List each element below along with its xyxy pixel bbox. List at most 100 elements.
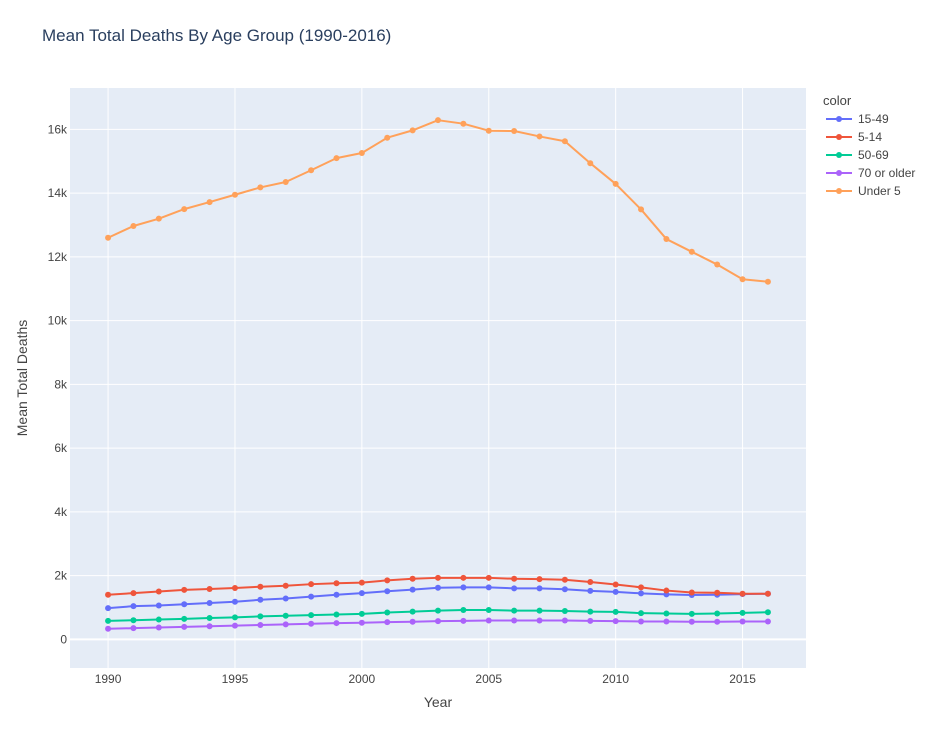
data-point — [384, 609, 391, 616]
data-point — [231, 622, 238, 629]
data-point — [384, 619, 391, 626]
y-tick-label: 8k — [54, 377, 68, 391]
legend-label: 15-49 — [858, 112, 889, 126]
data-point — [155, 616, 162, 623]
legend-item[interactable]: 70 or older — [826, 166, 915, 180]
data-point — [105, 617, 112, 624]
data-point — [714, 589, 721, 596]
data-point — [384, 588, 391, 595]
y-tick-label: 4k — [54, 505, 68, 519]
data-point — [688, 618, 695, 625]
legend-marker — [836, 116, 842, 122]
data-point — [130, 625, 137, 632]
data-point — [206, 585, 213, 592]
legend-item[interactable]: 5-14 — [826, 130, 882, 144]
data-point — [105, 591, 112, 598]
plot-area — [70, 88, 806, 668]
data-point — [384, 134, 391, 141]
data-point — [409, 127, 416, 134]
data-point — [130, 222, 137, 229]
data-point — [612, 581, 619, 588]
data-point — [638, 206, 645, 213]
series-points — [105, 117, 771, 632]
data-point — [511, 128, 518, 135]
legend-item[interactable]: 50-69 — [826, 148, 889, 162]
y-axis-title: Mean Total Deaths — [14, 320, 30, 436]
data-point — [485, 584, 492, 591]
data-point — [231, 614, 238, 621]
data-point — [663, 587, 670, 594]
data-point — [282, 582, 289, 589]
data-point — [612, 608, 619, 615]
data-point — [257, 621, 264, 628]
data-point — [485, 617, 492, 624]
data-point — [308, 620, 315, 627]
data-point — [282, 621, 289, 628]
data-point — [764, 278, 771, 285]
data-point — [181, 601, 188, 608]
legend-label: 70 or older — [858, 166, 915, 180]
data-point — [308, 167, 315, 174]
data-point — [536, 576, 543, 583]
x-tick-label: 2010 — [602, 672, 629, 686]
legend-marker — [836, 152, 842, 158]
legend-item[interactable]: 15-49 — [826, 112, 889, 126]
y-tick-label: 0 — [60, 632, 67, 646]
data-point — [130, 617, 137, 624]
data-point — [155, 215, 162, 222]
data-point — [181, 206, 188, 213]
data-point — [282, 612, 289, 619]
data-point — [435, 117, 441, 124]
data-point — [333, 155, 340, 162]
data-point — [485, 574, 492, 581]
data-point — [561, 586, 568, 593]
x-tick-label: 1990 — [95, 672, 122, 686]
data-point — [308, 612, 315, 619]
data-point — [739, 609, 746, 616]
data-point — [282, 595, 289, 602]
legend-label: 50-69 — [858, 148, 889, 162]
data-point — [155, 624, 162, 631]
x-tick-label: 2000 — [349, 672, 376, 686]
y-axis-ticks: 0 2k 4k 6k 8k 10k 12k 14k 16k — [48, 122, 68, 646]
data-point — [231, 585, 238, 592]
data-point — [257, 184, 264, 191]
data-point — [663, 610, 670, 617]
legend-title: color — [823, 93, 852, 108]
data-point — [257, 583, 264, 590]
data-point — [587, 587, 594, 594]
data-point — [206, 599, 213, 606]
data-point — [612, 588, 619, 595]
data-point — [561, 617, 568, 624]
data-point — [511, 617, 518, 624]
data-point — [333, 591, 340, 598]
data-point — [536, 607, 543, 614]
data-point — [155, 602, 162, 609]
data-point — [435, 584, 441, 591]
data-point — [460, 120, 467, 127]
data-point — [587, 617, 594, 624]
data-point — [358, 579, 365, 586]
data-point — [130, 590, 137, 597]
data-point — [460, 617, 467, 624]
data-point — [384, 577, 391, 584]
data-point — [105, 605, 112, 612]
legend: color 15-49 5-14 50-69 70 or older Under 5 — [823, 93, 915, 198]
y-gridlines — [70, 128, 806, 641]
data-point — [739, 276, 746, 283]
x-tick-label: 1995 — [222, 672, 249, 686]
data-point — [181, 623, 188, 630]
data-point — [587, 578, 594, 585]
data-point — [511, 575, 518, 582]
data-point — [333, 580, 340, 587]
data-point — [358, 610, 365, 617]
data-point — [409, 608, 416, 615]
data-point — [409, 586, 416, 593]
data-point — [409, 575, 416, 582]
data-point — [638, 610, 645, 617]
data-point — [536, 585, 543, 592]
legend-marker — [836, 134, 842, 140]
legend-item[interactable]: Under 5 — [826, 184, 901, 198]
data-point — [282, 179, 289, 186]
